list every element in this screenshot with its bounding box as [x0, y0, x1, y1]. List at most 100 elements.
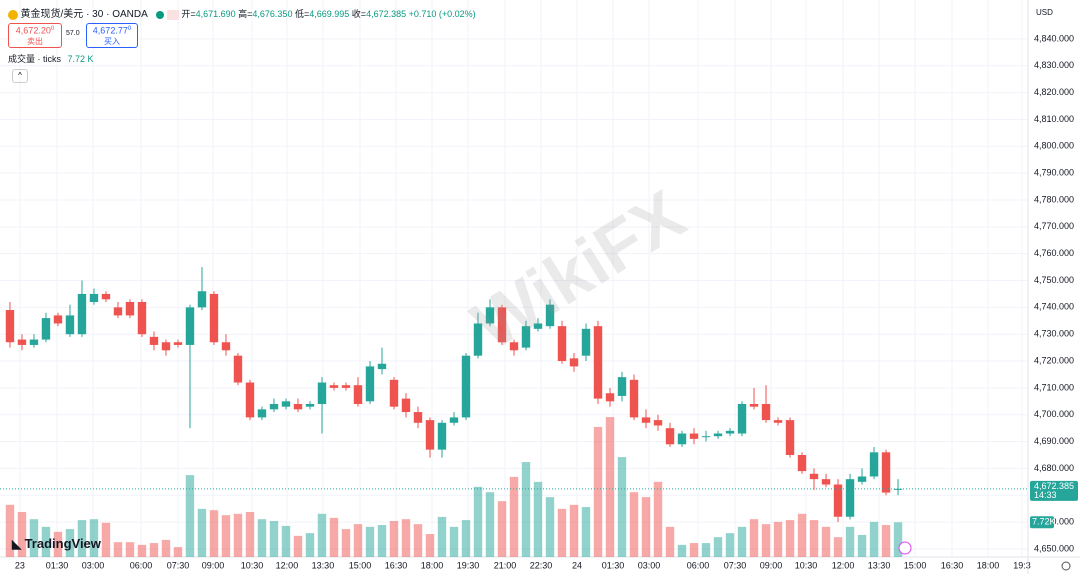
buy-label: 买入	[104, 36, 120, 46]
volume-bar	[641, 497, 651, 557]
status-flag	[166, 9, 179, 20]
volume-bar	[677, 544, 687, 557]
x-tick-label: 18:00	[421, 560, 444, 570]
candle-body	[245, 382, 255, 418]
y-tick-label: 4,710.000	[1034, 382, 1074, 392]
candle-body	[893, 488, 903, 490]
x-tick-label: 10:30	[241, 560, 264, 570]
volume-bar	[197, 508, 207, 557]
x-tick-label: 07:30	[724, 560, 747, 570]
ohlc-value: 4,676.350	[252, 9, 293, 19]
candle-body	[809, 473, 819, 480]
volume-bar	[689, 543, 699, 557]
volume-bar	[521, 462, 531, 557]
x-tick-label: 22:30	[530, 560, 553, 570]
indicator-value: 7.72 K	[67, 54, 94, 64]
x-tick-label: 12:00	[832, 560, 855, 570]
collapse-button[interactable]: ^	[12, 69, 28, 83]
candle-body	[617, 377, 627, 396]
symbol[interactable]: 黄金现货/美元 · 30 · OANDA	[20, 9, 148, 20]
candle-body	[293, 403, 303, 410]
sell-sup: 0	[50, 26, 55, 32]
candle-body	[833, 484, 843, 517]
volume-bar	[605, 417, 615, 557]
volume-bar	[857, 534, 867, 557]
y-tick-label: 4,840.000	[1034, 33, 1074, 43]
volume-bar	[65, 529, 75, 557]
candle-body	[317, 382, 327, 404]
candle-body	[77, 293, 87, 335]
volume-bar	[341, 529, 351, 557]
x-tick-label: 01:30	[46, 560, 69, 570]
volume-bar	[377, 525, 387, 557]
candle-body	[137, 301, 147, 335]
candle-body	[761, 403, 771, 421]
x-tick-label: 09:00	[760, 560, 783, 570]
logo-text: TradingView	[24, 536, 101, 551]
volume-bar	[329, 517, 339, 557]
candle-body	[353, 385, 363, 404]
y-tick-label: 4,800.000	[1034, 141, 1074, 151]
volume-bar	[137, 544, 147, 557]
ohlc-label: 低=	[294, 9, 310, 19]
volume-bar	[77, 520, 87, 557]
candle-body	[509, 342, 519, 351]
ohlc: 开=4,671.690 高=4,676.350 低=4,669.995 收=4,…	[181, 9, 475, 19]
y-tick-label: 4,690.000	[1034, 436, 1074, 446]
candle-body	[701, 436, 711, 438]
candle-body	[17, 339, 27, 345]
volume-bar	[509, 476, 519, 557]
last-price-label: 4,672.385	[1034, 481, 1074, 491]
change: +0.710 (+0.02%)	[408, 9, 476, 19]
candle-body	[65, 315, 75, 335]
candle-body	[377, 363, 387, 370]
sell-label: 卖出	[27, 36, 43, 46]
candle-body	[485, 307, 495, 324]
indicator-name[interactable]: 成交量 · ticks	[8, 54, 61, 64]
volume-bar	[5, 504, 15, 557]
buy-button[interactable]: 4,672.770 买入	[86, 23, 138, 48]
volume-bar	[725, 533, 735, 557]
candle-body	[401, 398, 411, 413]
volume-bar	[281, 525, 291, 557]
x-tick-label: 15:00	[904, 560, 927, 570]
candle-body	[173, 342, 183, 345]
candle-body	[557, 326, 567, 362]
legend: 黄金现货/美元 · 30 · OANDA 开=4,671.690 高=4,676…	[8, 5, 476, 20]
candle-body	[725, 430, 735, 434]
x-tick-label: 03:00	[82, 560, 105, 570]
indicator: 成交量 · ticks 7.72 K	[8, 52, 94, 65]
volume-bar	[245, 512, 255, 557]
candle-body	[449, 417, 459, 423]
volume-bar	[737, 526, 747, 557]
ohlc-label: 收=	[351, 9, 367, 19]
currency[interactable]: USD	[1036, 8, 1053, 17]
x-tick-label: 13:30	[312, 560, 335, 570]
x-tick-label: 19:3	[1013, 560, 1031, 570]
candle-body	[533, 323, 543, 329]
volume-bar	[209, 510, 219, 557]
last-volume-box	[1030, 516, 1054, 529]
logo-mark: ◣	[12, 537, 25, 551]
volume-bar	[29, 519, 39, 557]
volume-bar	[881, 525, 891, 557]
x-tick-label: 09:00	[202, 560, 225, 570]
candle-body	[653, 420, 663, 426]
symbol-icon	[8, 9, 18, 20]
last-volume-label: 7.72K	[1032, 517, 1056, 527]
x-tick-label: 10:30	[795, 560, 818, 570]
buy-sup: 0	[127, 26, 132, 32]
x-tick-label: 06:00	[687, 560, 710, 570]
sell-button[interactable]: 4,672.200 卖出	[8, 23, 62, 48]
candle-body	[857, 476, 867, 482]
logo[interactable]: ◣ TradingView	[12, 536, 101, 551]
volume-bar	[149, 543, 159, 557]
replay-button	[898, 541, 912, 555]
candle-body	[593, 326, 603, 399]
candle-body	[737, 403, 747, 434]
volume-bar	[545, 497, 555, 557]
candle-body	[305, 403, 315, 407]
ohlc-value: 4,669.995	[309, 9, 350, 19]
